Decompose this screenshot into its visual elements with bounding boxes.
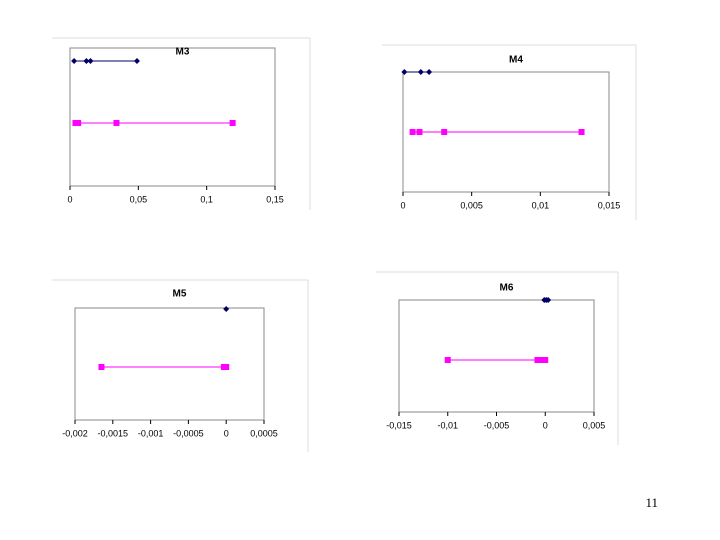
point — [426, 69, 433, 75]
point — [98, 364, 105, 370]
point — [578, 129, 585, 135]
x-tick-label: 0,15 — [266, 194, 284, 204]
point — [223, 306, 230, 312]
point — [223, 364, 230, 370]
point — [83, 58, 90, 64]
x-tick-label: -0,001 — [138, 428, 164, 438]
x-tick-label: -0,0015 — [98, 428, 129, 438]
x-tick-label: 0,05 — [130, 194, 148, 204]
chart-title: M4 — [509, 55, 523, 66]
x-tick-label: -0,005 — [484, 420, 510, 430]
page-number: 11 — [645, 495, 658, 510]
plot-area — [69, 47, 276, 187]
chart-title: M6 — [500, 283, 514, 294]
point — [441, 129, 448, 135]
x-tick-label: 0 — [67, 194, 72, 204]
x-tick-label: 0,1 — [200, 194, 213, 204]
point — [113, 120, 120, 126]
point — [534, 357, 541, 363]
point — [545, 297, 552, 303]
plot-area — [74, 307, 265, 421]
x-tick-label: 0,015 — [598, 200, 621, 210]
point — [71, 58, 78, 64]
x-tick-label: -0,0005 — [173, 428, 204, 438]
point — [87, 58, 94, 64]
x-tick-label: 0 — [224, 428, 229, 438]
chart-title: M5 — [173, 289, 187, 300]
point — [542, 357, 549, 363]
plot-area — [402, 71, 610, 193]
x-tick-label: 0,0005 — [250, 428, 278, 438]
x-tick-label: -0,015 — [386, 420, 412, 430]
point — [401, 69, 408, 75]
point — [417, 69, 424, 75]
x-tick-label: 0,005 — [583, 420, 606, 430]
point — [538, 357, 545, 363]
x-tick-label: 0,005 — [460, 200, 483, 210]
x-tick-label: -0,01 — [437, 420, 458, 430]
chart-title: M3 — [176, 47, 190, 58]
point — [133, 58, 140, 64]
point — [229, 120, 236, 126]
x-tick-label: 0,01 — [532, 200, 550, 210]
point — [444, 357, 451, 363]
point — [75, 120, 82, 126]
point — [409, 129, 416, 135]
point — [416, 129, 423, 135]
x-tick-label: 0 — [400, 200, 405, 210]
x-tick-label: 0 — [543, 420, 548, 430]
x-tick-label: -0,002 — [62, 428, 88, 438]
